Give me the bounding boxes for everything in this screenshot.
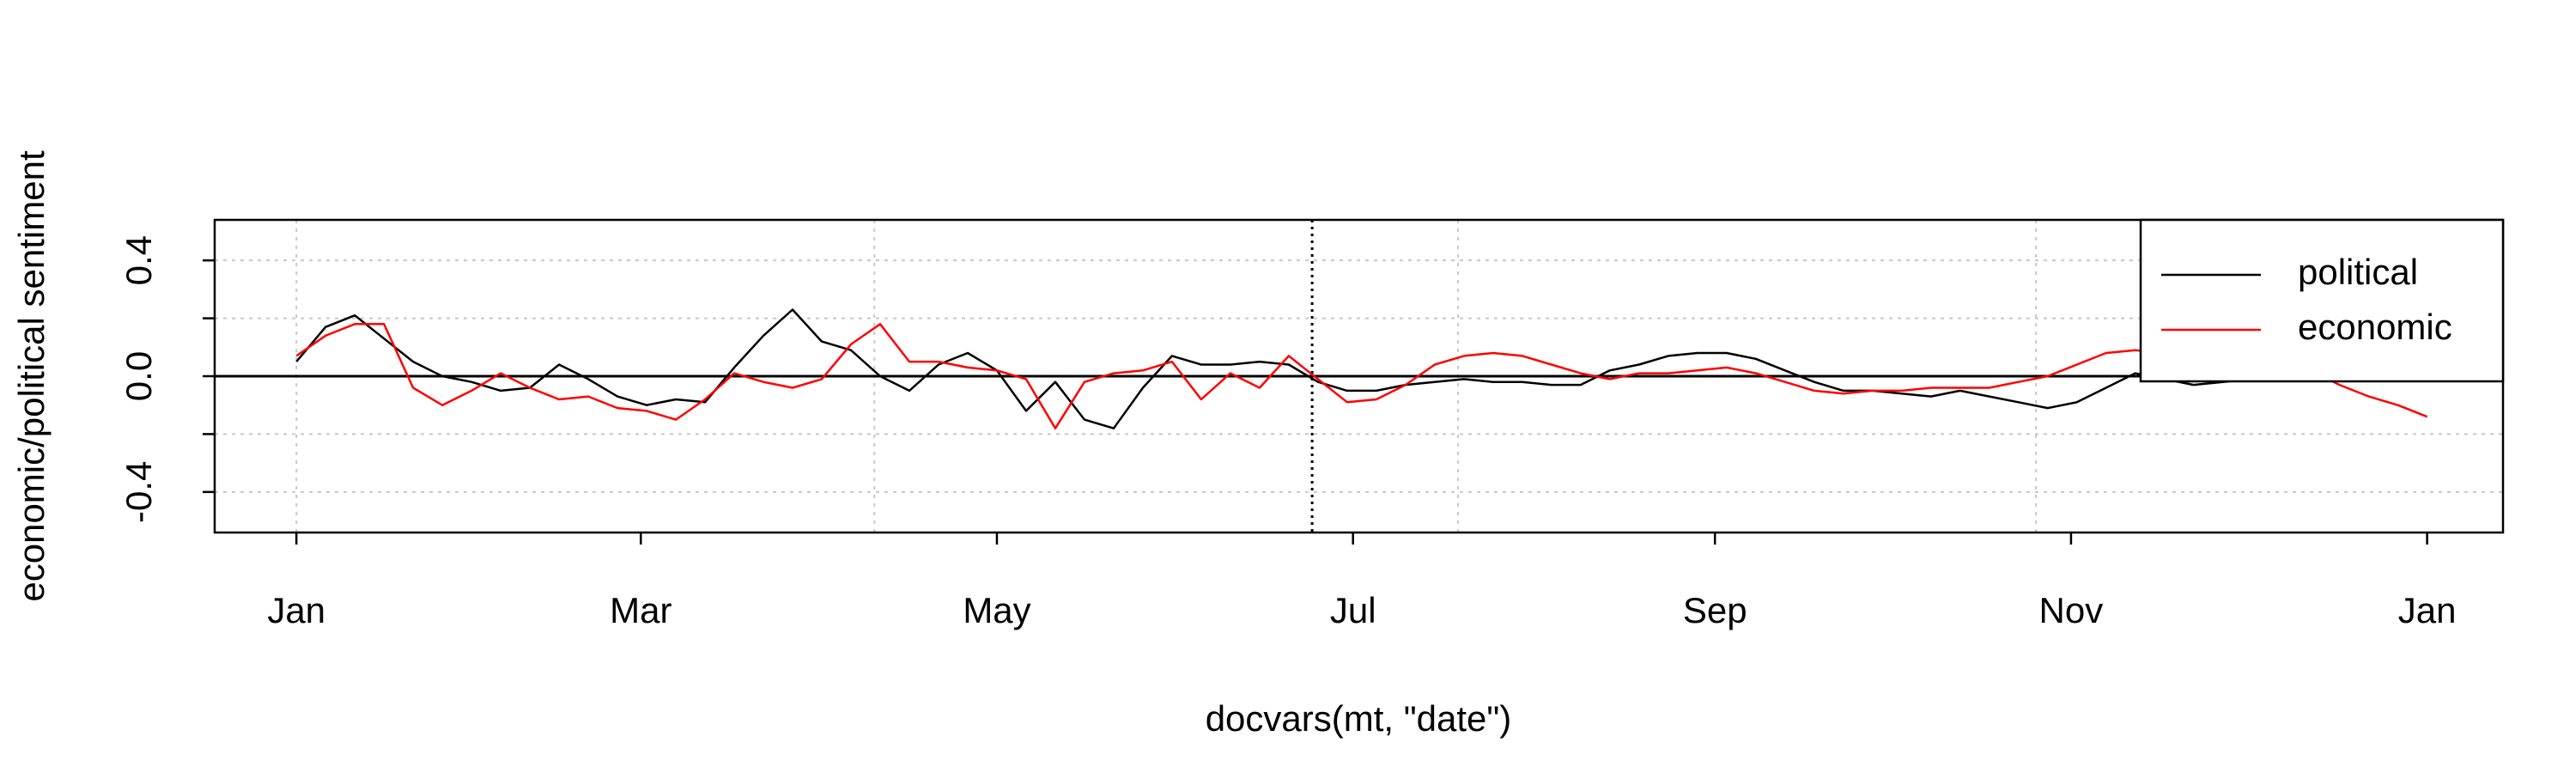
- y-tick-label: -0.4: [118, 461, 159, 523]
- y-axis-label: economic/political sentiment: [11, 150, 52, 602]
- x-tick-label: Sep: [1683, 590, 1747, 630]
- x-tick-label: Jul: [1330, 590, 1376, 630]
- x-tick-label: Jan: [267, 590, 325, 630]
- x-tick-label: May: [963, 590, 1030, 630]
- legend-label: economic: [2298, 307, 2452, 347]
- y-tick-label: 0.0: [118, 351, 159, 401]
- legend-box: [2139, 218, 2505, 383]
- x-axis-label: docvars(mt, "date"): [1206, 698, 1512, 739]
- series-line: [295, 308, 2427, 429]
- x-tick-label: Nov: [2039, 590, 2104, 630]
- x-tick-label: Mar: [610, 590, 671, 630]
- y-tick-label: 0.4: [118, 235, 159, 285]
- legend-label: political: [2298, 252, 2418, 292]
- series-line: [295, 323, 2428, 429]
- x-tick-label: Jan: [2398, 590, 2457, 630]
